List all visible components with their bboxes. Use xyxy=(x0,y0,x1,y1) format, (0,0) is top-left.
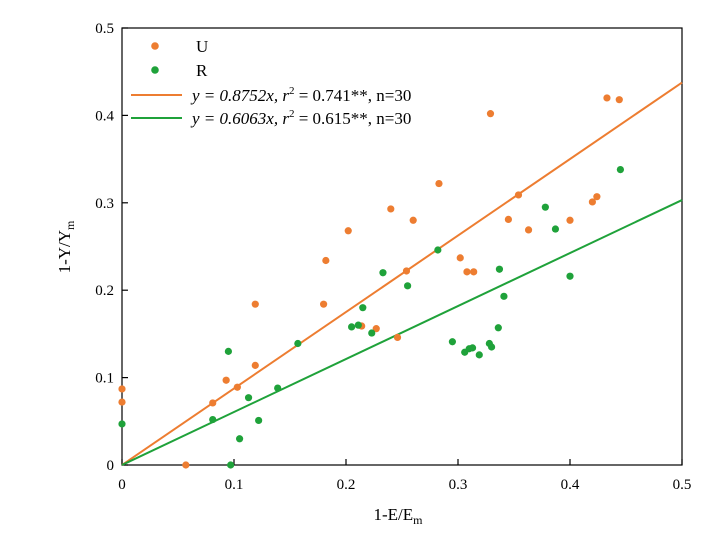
data-point-u xyxy=(514,191,523,199)
data-point-r xyxy=(494,324,502,332)
data-point-r xyxy=(500,292,508,300)
data-point-u xyxy=(209,399,217,407)
legend-label-r-fit: y = 0.6063x, r2 = 0.615**, n=30 xyxy=(190,108,411,128)
data-point-u xyxy=(251,300,259,308)
data-point-u xyxy=(118,398,126,406)
data-point-u xyxy=(320,300,328,308)
data-point-r xyxy=(404,282,412,290)
x-axis-ticks: 0 0.1 0.2 0.3 0.4 0.5 xyxy=(118,459,691,493)
data-point-u xyxy=(118,385,126,393)
data-point-u xyxy=(593,193,601,201)
legend: U R y = 0.8752x, r2 = 0.741**, n=30 y = … xyxy=(131,37,411,128)
data-point-u xyxy=(486,110,495,118)
data-point-r xyxy=(566,272,574,280)
data-point-r xyxy=(274,384,282,392)
legend-label-r: R xyxy=(196,61,208,80)
data-point-u xyxy=(588,198,597,206)
legend-item-r-fit: y = 0.6063x, r2 = 0.615**, n=30 xyxy=(131,108,411,128)
data-point-u xyxy=(435,179,443,188)
fit-lines xyxy=(121,81,683,466)
data-point-r xyxy=(294,339,302,348)
data-point-u xyxy=(456,254,464,262)
legend-item-r: R xyxy=(151,61,208,80)
data-point-r xyxy=(475,351,483,359)
data-point-u xyxy=(524,226,533,234)
fit-line-r xyxy=(121,199,683,466)
data-point-r xyxy=(379,269,387,277)
data-point-u xyxy=(603,94,611,102)
data-points xyxy=(118,94,625,469)
x-axis-title: 1-E/Em xyxy=(374,505,424,527)
legend-label-u-fit: y = 0.8752x, r2 = 0.741**, n=30 xyxy=(190,85,411,105)
legend-marker-u xyxy=(151,42,159,50)
data-point-r xyxy=(495,265,504,273)
y-tick-label: 0.4 xyxy=(95,108,114,124)
y-tick-label: 0 xyxy=(107,458,115,474)
x-tick-label: 0 xyxy=(118,477,126,493)
data-point-u xyxy=(566,216,574,224)
x-tick-label: 0.1 xyxy=(225,477,244,493)
y-tick-label: 0.1 xyxy=(95,371,114,387)
data-point-u xyxy=(615,96,623,104)
data-point-r xyxy=(448,338,456,346)
data-point-u xyxy=(182,461,190,469)
data-point-r xyxy=(118,420,126,428)
data-point-u xyxy=(372,325,380,333)
data-point-u xyxy=(344,227,352,235)
y-tick-label: 0.5 xyxy=(95,21,114,37)
data-point-r xyxy=(616,165,625,174)
legend-item-u: U xyxy=(151,37,208,56)
y-tick-label: 0.2 xyxy=(95,283,114,299)
data-point-r xyxy=(227,461,235,469)
x-tick-label: 0.3 xyxy=(449,477,468,493)
data-point-u xyxy=(233,383,241,391)
plot-border xyxy=(121,27,683,466)
x-tick-label: 0.4 xyxy=(561,477,580,493)
data-point-r xyxy=(209,415,217,424)
fit-line-u xyxy=(121,81,683,466)
plot-frame xyxy=(121,27,683,466)
data-point-u xyxy=(470,268,478,276)
data-point-r xyxy=(354,321,362,329)
data-point-r xyxy=(244,394,253,402)
data-point-u xyxy=(409,216,417,224)
data-point-u xyxy=(222,376,230,384)
data-point-u xyxy=(504,215,512,224)
data-point-r xyxy=(488,343,496,351)
data-point-r xyxy=(368,329,376,337)
legend-item-u-fit: y = 0.8752x, r2 = 0.741**, n=30 xyxy=(131,85,411,105)
x-tick-label: 0.2 xyxy=(337,477,356,493)
y-axis-ticks: 0 0.1 0.2 0.3 0.4 0.5 xyxy=(95,21,128,474)
data-point-r xyxy=(465,345,473,353)
data-point-r xyxy=(359,304,367,312)
data-point-r xyxy=(541,203,549,211)
data-point-r xyxy=(348,323,356,331)
data-point-u xyxy=(463,268,471,276)
data-point-r xyxy=(551,225,560,233)
data-point-u xyxy=(251,361,259,369)
data-point-r xyxy=(434,246,442,254)
data-point-u xyxy=(322,256,330,265)
data-point-u xyxy=(387,205,395,213)
legend-label-u: U xyxy=(196,37,208,56)
data-point-r xyxy=(255,416,263,425)
data-point-u xyxy=(393,333,402,341)
data-point-r xyxy=(224,347,232,355)
data-point-u xyxy=(402,267,411,275)
legend-marker-r xyxy=(151,66,159,74)
y-axis-title: 1-Y/Ym xyxy=(55,220,77,273)
x-tick-label: 0.5 xyxy=(673,477,692,493)
data-point-r xyxy=(236,435,244,443)
y-tick-label: 0.3 xyxy=(95,196,114,212)
